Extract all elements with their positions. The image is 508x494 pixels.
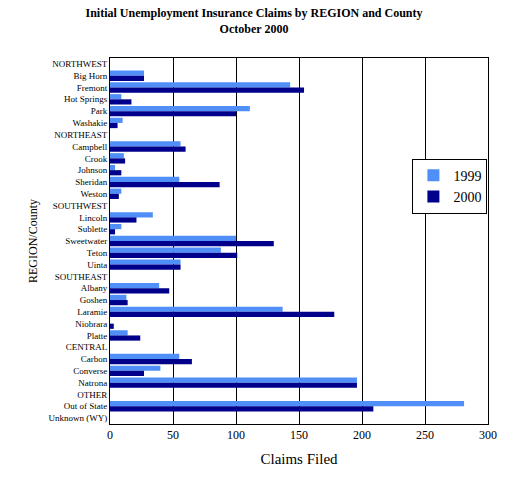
svg-text:Park: Park <box>91 106 108 116</box>
svg-text:NORTHWEST: NORTHWEST <box>52 59 107 69</box>
svg-text:Hot Springs: Hot Springs <box>64 94 108 104</box>
svg-text:SOUTHEAST: SOUTHEAST <box>55 272 108 282</box>
svg-text:SOUTHWEST: SOUTHWEST <box>53 201 108 211</box>
svg-text:Claims Filed: Claims Filed <box>260 451 338 467</box>
svg-text:Sublette: Sublette <box>78 224 108 234</box>
svg-text:Weston: Weston <box>80 189 107 199</box>
svg-text:Out of State: Out of State <box>64 401 108 411</box>
svg-text:300: 300 <box>479 428 497 442</box>
svg-text:Carbon: Carbon <box>81 354 108 364</box>
svg-text:2000: 2000 <box>453 190 481 205</box>
svg-text:Platte: Platte <box>87 331 108 341</box>
svg-text:Uinta: Uinta <box>87 260 107 270</box>
svg-text:REGION/County: REGION/County <box>26 199 40 283</box>
svg-text:Natrona: Natrona <box>78 378 107 388</box>
svg-text:Lincoln: Lincoln <box>79 213 107 223</box>
svg-text:250: 250 <box>416 428 434 442</box>
svg-text:Fremont: Fremont <box>77 83 108 93</box>
svg-text:Campbell: Campbell <box>72 142 107 152</box>
svg-text:Teton: Teton <box>87 248 108 258</box>
svg-text:200: 200 <box>353 428 371 442</box>
svg-text:Unknown (WY): Unknown (WY) <box>48 413 107 423</box>
svg-text:Laramie: Laramie <box>77 307 107 317</box>
svg-text:Initial Unemployment Insurance: Initial Unemployment Insurance Claims by… <box>85 6 422 36</box>
svg-text:50: 50 <box>167 428 179 442</box>
svg-text:Johnson: Johnson <box>78 165 108 175</box>
svg-text:Albany: Albany <box>81 283 108 293</box>
svg-text:Converse: Converse <box>73 366 107 376</box>
svg-text:Sheridan: Sheridan <box>75 177 107 187</box>
svg-text:Big Horn: Big Horn <box>73 71 107 81</box>
svg-text:NORTHEAST: NORTHEAST <box>54 130 107 140</box>
svg-text:OTHER: OTHER <box>77 390 107 400</box>
svg-text:CENTRAL: CENTRAL <box>66 342 108 352</box>
svg-text:Crook: Crook <box>85 154 108 164</box>
svg-text:150: 150 <box>290 428 308 442</box>
svg-text:Sweetwater: Sweetwater <box>65 236 107 246</box>
svg-text:0: 0 <box>107 428 113 442</box>
svg-text:1999: 1999 <box>453 169 481 184</box>
svg-text:Goshen: Goshen <box>80 295 108 305</box>
svg-text:100: 100 <box>227 428 245 442</box>
svg-text:Washakie: Washakie <box>72 118 107 128</box>
svg-text:Niobrara: Niobrara <box>75 319 107 329</box>
